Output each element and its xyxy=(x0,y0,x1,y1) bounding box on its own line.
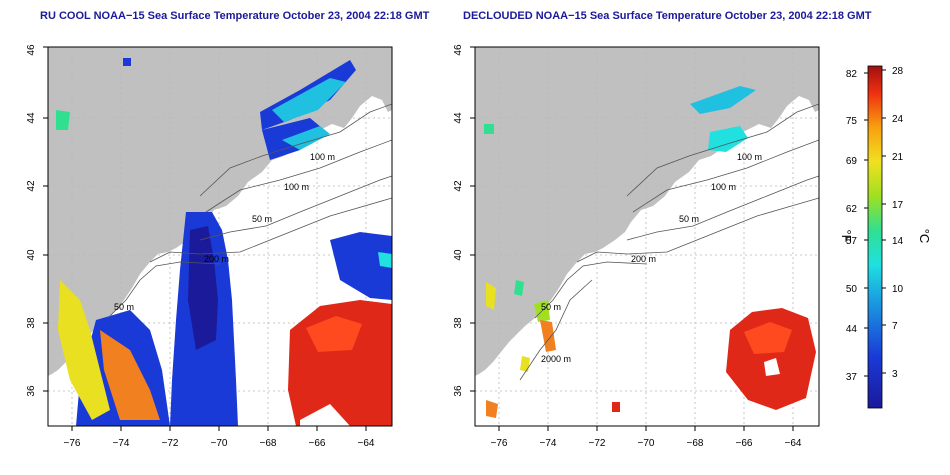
left-lat-tick-46: 46 xyxy=(26,44,37,56)
left-map-panel: 100 m 100 m 50 m 200 m 50 m −76 −74 −72 … xyxy=(26,44,393,449)
colorbar-c-3: 3 xyxy=(892,369,898,380)
left-contour-label-5: 50 m xyxy=(114,302,134,312)
colorbar-f-75: 75 xyxy=(846,116,858,127)
right-contour-label-6: 2000 m xyxy=(541,354,571,364)
colorbar-c-28: 28 xyxy=(892,66,904,77)
left-sst-warm xyxy=(288,300,392,426)
left-lat-tick-44: 44 xyxy=(26,112,37,124)
left-sst-mid xyxy=(56,78,392,420)
right-lon-tick-68: −68 xyxy=(687,438,704,449)
colorbar-f-37: 37 xyxy=(846,372,858,383)
right-contour-label-4: 200 m xyxy=(631,254,656,264)
colorbar-f-57: 57 xyxy=(846,236,858,247)
colorbar-c-17: 17 xyxy=(892,200,904,211)
right-contour-label-1: 100 m xyxy=(737,152,762,162)
left-lat-tick-40: 40 xyxy=(26,249,37,261)
right-lat-tick-44: 44 xyxy=(453,112,464,124)
right-contour-label-2: 100 m xyxy=(711,182,736,192)
colorbar-gradient xyxy=(867,65,883,409)
colorbar-c-10: 10 xyxy=(892,284,904,295)
right-bathymetry-contours xyxy=(519,103,819,381)
right-contour-label-5: 50 m xyxy=(541,302,561,312)
right-map-frame xyxy=(474,46,820,427)
right-map-title: DECLOUDED NOAA−15 Sea Surface Temperatur… xyxy=(463,10,872,22)
colorbar-ticks xyxy=(864,69,886,377)
colorbar-fahrenheit-unit: °F xyxy=(839,229,854,242)
left-ticks xyxy=(43,46,367,431)
colorbar-f-69: 69 xyxy=(846,156,858,167)
left-lon-tick-64: −64 xyxy=(358,438,375,449)
right-lon-tick-72: −72 xyxy=(589,438,606,449)
right-lon-tick-66: −66 xyxy=(736,438,753,449)
colorbar-c-14: 14 xyxy=(892,236,904,247)
right-sst-mid xyxy=(484,86,756,418)
right-lat-tick-42: 42 xyxy=(453,180,464,192)
right-lon-tick-74: −74 xyxy=(540,438,557,449)
colorbar-f-50: 50 xyxy=(846,284,858,295)
colorbar-f-62: 62 xyxy=(846,204,858,215)
colorbar-f-44: 44 xyxy=(846,324,858,335)
right-contour-label-3: 50 m xyxy=(679,214,699,224)
left-lat-tick-42: 42 xyxy=(26,180,37,192)
colorbar-c-21: 21 xyxy=(892,152,904,163)
left-lat-tick-36: 36 xyxy=(26,385,37,397)
left-map-frame xyxy=(47,46,393,427)
left-contour-label-3: 50 m xyxy=(252,214,272,224)
colorbar-c-24: 24 xyxy=(892,114,904,125)
left-lon-tick-70: −70 xyxy=(211,438,228,449)
left-lon-tick-74: −74 xyxy=(113,438,130,449)
right-ticks xyxy=(470,46,794,431)
left-lat-tick-38: 38 xyxy=(26,317,37,329)
right-lat-tick-40: 40 xyxy=(453,249,464,261)
right-lat-tick-46: 46 xyxy=(453,44,464,56)
right-lon-tick-64: −64 xyxy=(785,438,802,449)
left-lon-tick-76: −76 xyxy=(64,438,81,449)
left-lon-tick-68: −68 xyxy=(260,438,277,449)
colorbar: 82 75 69 62 57 50 44 37 28 24 21 17 14 1… xyxy=(839,65,932,409)
left-lon-tick-72: −72 xyxy=(162,438,179,449)
left-contour-label-4: 200 m xyxy=(204,254,229,264)
colorbar-celsius-unit: °C xyxy=(917,229,932,244)
colorbar-f-82: 82 xyxy=(846,69,858,80)
left-map-title: RU COOL NOAA−15 Sea Surface Temperature … xyxy=(40,10,430,22)
left-contour-label-2: 100 m xyxy=(284,182,309,192)
right-lon-tick-70: −70 xyxy=(638,438,655,449)
left-contour-label-1: 100 m xyxy=(310,152,335,162)
colorbar-c-7: 7 xyxy=(892,321,898,332)
right-sst-warm xyxy=(612,308,816,412)
right-lon-tick-76: −76 xyxy=(491,438,508,449)
right-lat-tick-38: 38 xyxy=(453,317,464,329)
left-lon-tick-66: −66 xyxy=(309,438,326,449)
left-bathymetry-contours xyxy=(107,103,392,319)
right-lat-tick-36: 36 xyxy=(453,385,464,397)
right-map-panel: 100 m 100 m 50 m 200 m 50 m 2000 m −76 −… xyxy=(453,44,820,449)
